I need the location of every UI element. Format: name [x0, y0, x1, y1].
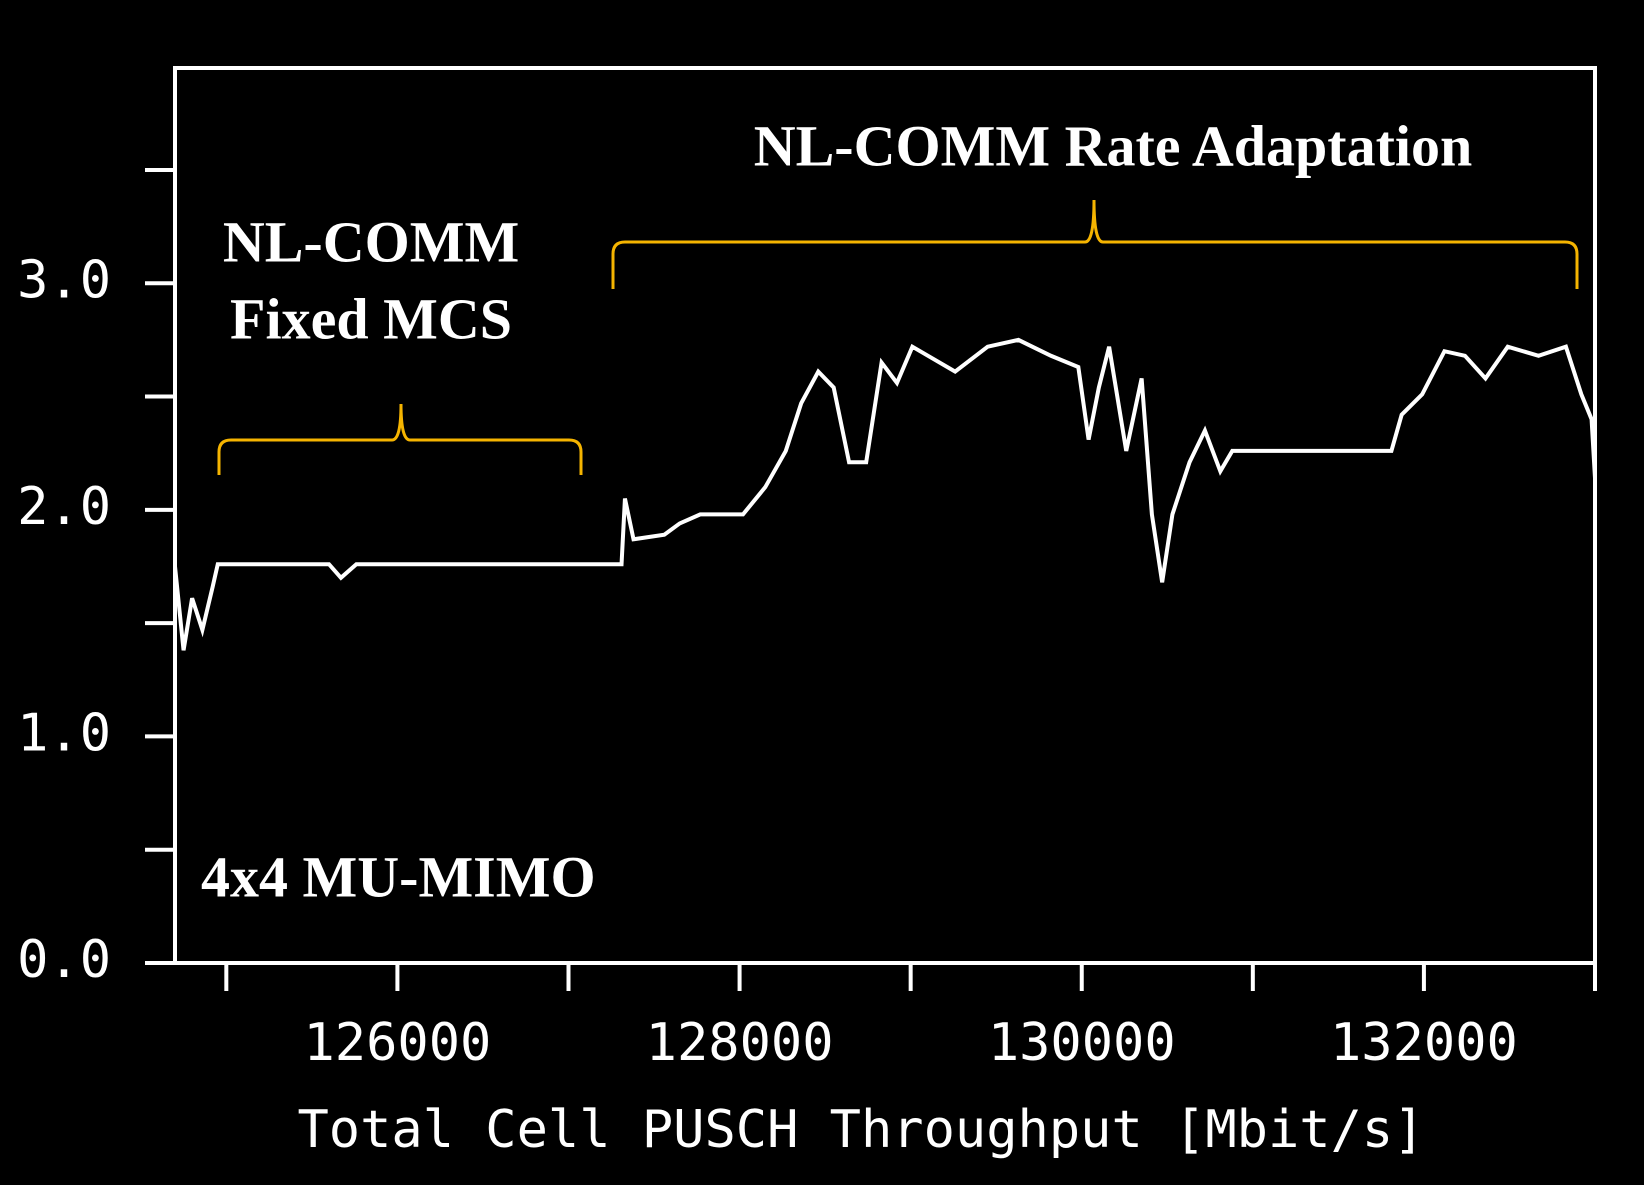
brace-adaptation — [611, 199, 1579, 289]
y-tick-label: 1.0 — [17, 703, 111, 763]
plot-frame — [173, 66, 1597, 965]
x-tick-label: 132000 — [1330, 1013, 1518, 1073]
annotation: 4x4 MU-MIMO — [201, 844, 596, 909]
x-tick-label: 126000 — [303, 1013, 491, 1073]
annotation: NL-COMM — [223, 209, 519, 274]
brace-fixed — [217, 403, 583, 475]
y-tick-label: 0.0 — [17, 930, 111, 990]
annotation: Fixed MCS — [230, 286, 512, 351]
y-tick-label: 3.0 — [17, 250, 111, 310]
y-tick-label: 2.0 — [17, 477, 111, 537]
x-tick-label: 128000 — [646, 1013, 834, 1073]
annotation: NL-COMM Rate Adaptation — [754, 113, 1473, 178]
data-line — [173, 337, 1597, 651]
x-tick-label: 130000 — [988, 1013, 1176, 1073]
x-axis-label: Total Cell PUSCH Throughput [Mbit/s] — [297, 1100, 1424, 1160]
